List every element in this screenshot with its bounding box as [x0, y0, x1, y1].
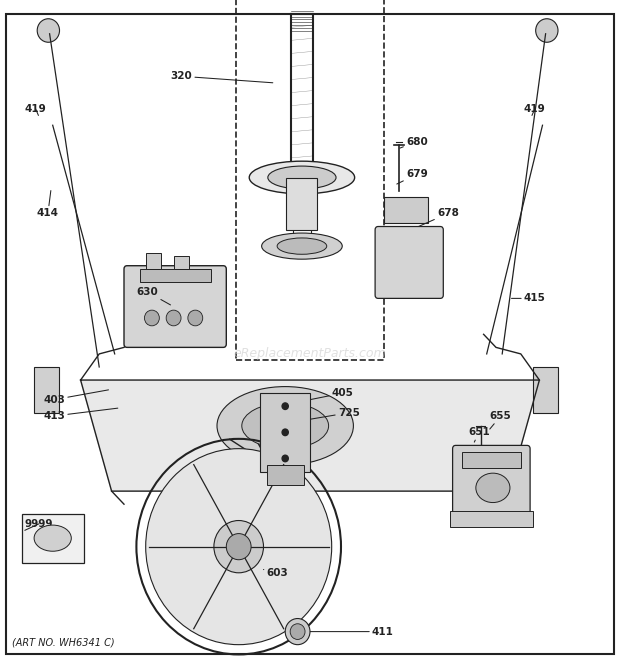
- Text: 419: 419: [524, 104, 546, 116]
- Text: 651: 651: [468, 427, 490, 442]
- Text: 415: 415: [512, 293, 546, 303]
- FancyBboxPatch shape: [375, 227, 443, 298]
- Text: 725: 725: [310, 408, 360, 419]
- Circle shape: [37, 19, 60, 42]
- Bar: [267, 465, 304, 485]
- Text: 403: 403: [43, 390, 108, 405]
- Bar: [462, 452, 521, 468]
- Ellipse shape: [217, 387, 353, 465]
- Text: 414: 414: [37, 190, 59, 218]
- Ellipse shape: [242, 403, 329, 449]
- Text: 405: 405: [310, 388, 353, 400]
- Circle shape: [282, 429, 288, 436]
- Text: 678: 678: [418, 208, 459, 227]
- Bar: [286, 178, 317, 230]
- Circle shape: [166, 310, 181, 326]
- Bar: [260, 393, 310, 471]
- FancyBboxPatch shape: [453, 446, 530, 518]
- Bar: [34, 367, 59, 412]
- Polygon shape: [81, 380, 539, 491]
- Bar: [140, 269, 211, 282]
- Ellipse shape: [262, 233, 342, 259]
- Text: 9999: 9999: [25, 519, 53, 530]
- Circle shape: [226, 533, 251, 560]
- Text: 419: 419: [25, 104, 46, 116]
- Text: 630: 630: [136, 287, 171, 305]
- Text: 413: 413: [43, 408, 118, 421]
- Circle shape: [144, 310, 159, 326]
- Ellipse shape: [268, 166, 336, 189]
- Ellipse shape: [34, 525, 71, 551]
- Bar: [533, 367, 558, 412]
- Circle shape: [188, 310, 203, 326]
- Bar: [22, 514, 84, 563]
- Bar: [384, 197, 428, 223]
- Text: 679: 679: [397, 169, 428, 184]
- Text: 680: 680: [400, 137, 428, 148]
- Circle shape: [536, 19, 558, 42]
- Text: 411: 411: [310, 627, 394, 637]
- Text: (ART NO. WH6341 C): (ART NO. WH6341 C): [12, 638, 115, 648]
- Circle shape: [290, 624, 305, 639]
- Ellipse shape: [249, 161, 355, 194]
- Circle shape: [282, 403, 288, 409]
- Bar: [146, 253, 161, 269]
- Bar: [450, 511, 533, 527]
- Circle shape: [285, 619, 310, 644]
- Ellipse shape: [277, 238, 327, 254]
- Text: 603: 603: [264, 568, 288, 578]
- Text: 320: 320: [170, 71, 273, 83]
- FancyBboxPatch shape: [124, 266, 226, 348]
- Circle shape: [214, 520, 264, 573]
- Ellipse shape: [476, 473, 510, 502]
- Circle shape: [146, 449, 332, 644]
- Text: 655: 655: [490, 411, 511, 429]
- Text: eReplacementParts.com: eReplacementParts.com: [234, 348, 386, 360]
- Bar: [174, 256, 189, 269]
- Circle shape: [282, 455, 288, 462]
